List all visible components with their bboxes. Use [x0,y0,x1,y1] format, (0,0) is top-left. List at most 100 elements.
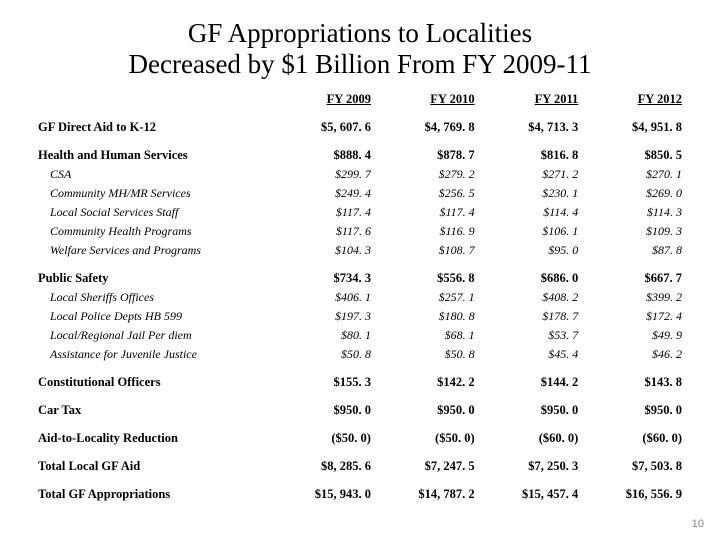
row-label: Total GF Appropriations [36,485,269,504]
cell-value: $144. 2 [477,373,581,392]
cell-value: $95. 0 [477,241,581,260]
cell-value: $7, 247. 5 [373,457,477,476]
cell-value: $68. 1 [373,326,477,345]
table-row: Aid-to-Locality Reduction($50. 0)($50. 0… [36,429,684,448]
cell-value: $114. 4 [477,203,581,222]
page-number: 10 [692,518,704,530]
cell-value: $4, 951. 8 [580,118,684,137]
cell-value: $53. 7 [477,326,581,345]
table-row: Local Sheriffs Offices$406. 1$257. 1$408… [36,288,684,307]
table-row: Constitutional Officers$155. 3$142. 2$14… [36,373,684,392]
title-line-2: Decreased by $1 Billion From FY 2009-11 [129,49,592,79]
row-label: Public Safety [36,269,269,288]
title-line-1: GF Appropriations to Localities [188,18,532,48]
cell-value: $117. 6 [269,222,373,241]
column-header: FY 2011 [477,90,581,109]
cell-value: $556. 8 [373,269,477,288]
cell-value: $117. 4 [373,203,477,222]
cell-value: $8, 285. 6 [269,457,373,476]
cell-value: $270. 1 [580,165,684,184]
cell-value: $178. 7 [477,307,581,326]
cell-value: $50. 8 [269,345,373,364]
cell-value: $950. 0 [477,401,581,420]
cell-value: $49. 9 [580,326,684,345]
cell-value: $116. 9 [373,222,477,241]
column-header: FY 2010 [373,90,477,109]
row-label: Local Sheriffs Offices [36,288,269,307]
cell-value: $950. 0 [580,401,684,420]
row-label: Total Local GF Aid [36,457,269,476]
cell-value: $7, 250. 3 [477,457,581,476]
cell-value: $197. 3 [269,307,373,326]
row-label: Health and Human Services [36,146,269,165]
row-label: Constitutional Officers [36,373,269,392]
cell-value: $109. 3 [580,222,684,241]
cell-value: $114. 3 [580,203,684,222]
table-row: Total Local GF Aid$8, 285. 6$7, 247. 5$7… [36,457,684,476]
cell-value: $143. 8 [580,373,684,392]
table-row: Public Safety$734. 3$556. 8$686. 0$667. … [36,269,684,288]
column-header: FY 2012 [580,90,684,109]
cell-value: $142. 2 [373,373,477,392]
cell-value: $15, 457. 4 [477,485,581,504]
cell-value: $269. 0 [580,184,684,203]
cell-value: $15, 943. 0 [269,485,373,504]
table-row: Community MH/MR Services$249. 4$256. 5$2… [36,184,684,203]
cell-value: $950. 0 [269,401,373,420]
cell-value: ($50. 0) [373,429,477,448]
table-row: Community Health Programs$117. 6$116. 9 $… [36,222,684,241]
row-label: Community MH/MR Services [36,184,269,203]
row-label: CSA [36,165,269,184]
cell-value: $888. 4 [269,146,373,165]
cell-value: $406. 1 [269,288,373,307]
cell-value: $734. 3 [269,269,373,288]
cell-value: $172. 4 [580,307,684,326]
table-row: Welfare Services and Programs$104. 3$108… [36,241,684,260]
table-row: Car Tax$950. 0$950. 0$950. 0$950. 0 [36,401,684,420]
cell-value: $271. 2 [477,165,581,184]
header-empty [36,90,269,109]
cell-value: $180. 8 [373,307,477,326]
table-row: Health and Human Services$888. 4$878. 7$… [36,146,684,165]
cell-value: $5, 607. 6 [269,118,373,137]
cell-value: $299. 7 [269,165,373,184]
cell-value: $16, 556. 9 [580,485,684,504]
appropriations-table: FY 2009 FY 2010 FY 2011 FY 2012 GF Direct… [36,90,684,504]
cell-value: $87. 8 [580,241,684,260]
table-row: CSA$299. 7$279. 2$271. 2$270. 1 [36,165,684,184]
cell-value: $45. 4 [477,345,581,364]
row-label: Assistance for Juvenile Justice [36,345,269,364]
column-header: FY 2009 [269,90,373,109]
table-row: GF Direct Aid to K-12$5, 607. 6$4, 769. … [36,118,684,137]
cell-value: $7, 503. 8 [580,457,684,476]
table-row: Local/Regional Jail Per diem$80. 1$68. 1… [36,326,684,345]
cell-value: $230. 1 [477,184,581,203]
cell-value: $878. 7 [373,146,477,165]
row-label: Car Tax [36,401,269,420]
cell-value: $50. 8 [373,345,477,364]
table-row: Assistance for Juvenile Justice$50. 8$50… [36,345,684,364]
cell-value: $667. 7 [580,269,684,288]
cell-value: $80. 1 [269,326,373,345]
cell-value: $46. 2 [580,345,684,364]
row-label: Aid-to-Locality Reduction [36,429,269,448]
row-label: GF Direct Aid to K-12 [36,118,269,137]
cell-value: $104. 3 [269,241,373,260]
cell-value: $117. 4 [269,203,373,222]
cell-value: $950. 0 [373,401,477,420]
cell-value: $14, 787. 2 [373,485,477,504]
cell-value: ($60. 0) [580,429,684,448]
cell-value: $249. 4 [269,184,373,203]
cell-value: $155. 3 [269,373,373,392]
table-row: Total GF Appropriations$15, 943. 0$14, 7… [36,485,684,504]
row-label: Welfare Services and Programs [36,241,269,260]
cell-value: ($50. 0) [269,429,373,448]
cell-value: $816. 8 [477,146,581,165]
cell-value: $108. 7 [373,241,477,260]
slide-title: GF Appropriations to Localities Decrease… [36,18,684,80]
cell-value: ($60. 0) [477,429,581,448]
cell-value: $4, 769. 8 [373,118,477,137]
row-label: Local Social Services Staff [36,203,269,222]
cell-value: $279. 2 [373,165,477,184]
row-label: Community Health Programs [36,222,269,241]
